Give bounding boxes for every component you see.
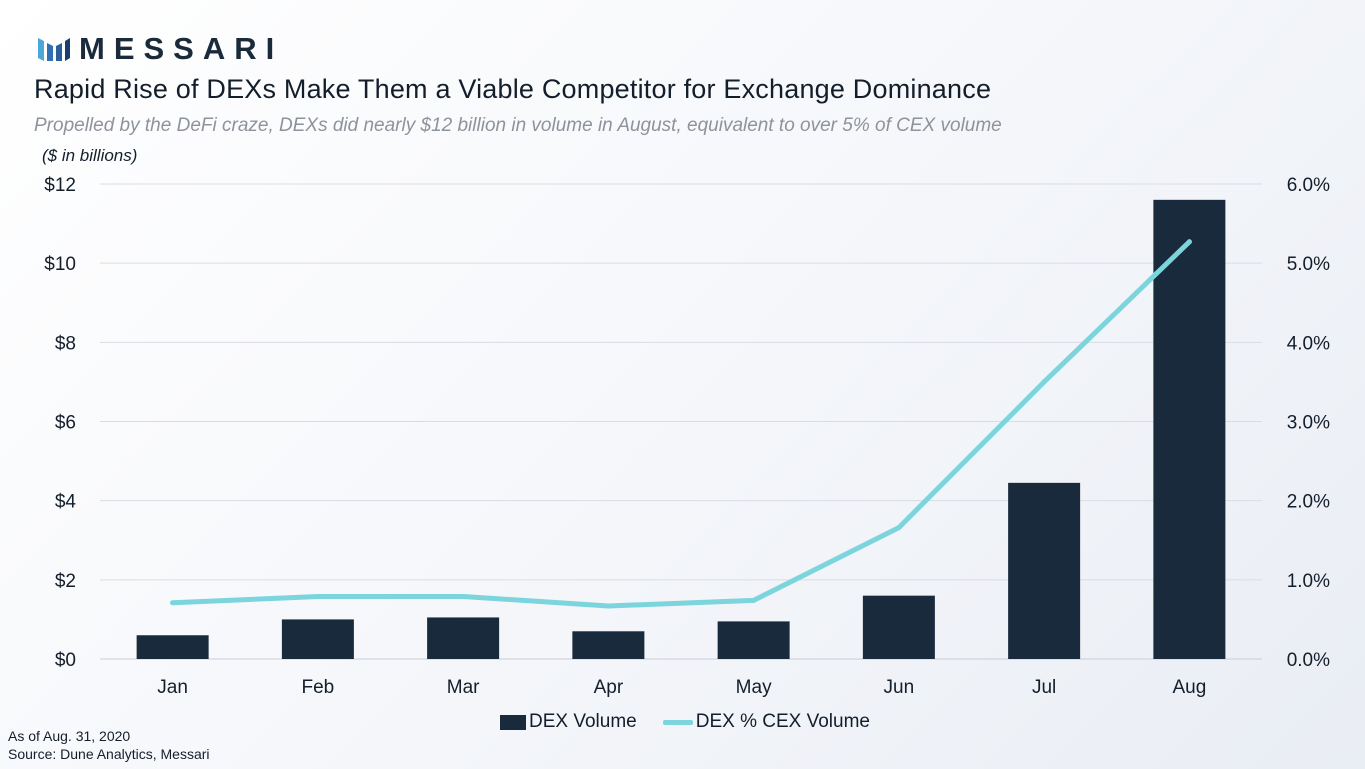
as-of-date: As of Aug. 31, 2020 [8, 728, 131, 744]
x-tick-label: May [736, 677, 772, 698]
y-right-tick-label: 4.0% [1287, 333, 1330, 354]
bar-mar [427, 617, 500, 659]
brand-logo: MESSARI [36, 31, 284, 66]
line-point-may [751, 597, 757, 603]
y-left-tick-label: $2 [55, 571, 76, 592]
x-tick-label: Jul [1032, 677, 1056, 698]
bar-jan [136, 635, 209, 659]
chart-title: Rapid Rise of DEXs Make Them a Viable Co… [34, 74, 992, 104]
line-point-jan [170, 600, 176, 606]
bar-apr [572, 631, 645, 659]
x-tick-label: Jan [157, 677, 188, 698]
line-point-aug [1186, 239, 1192, 245]
x-tick-label: Jun [884, 677, 915, 698]
messari-logo-icon [38, 38, 70, 61]
x-tick-label: Aug [1172, 677, 1206, 698]
bar-jul [1008, 482, 1081, 659]
bar-jun [862, 595, 935, 659]
footnote: As of Aug. 31, 2020 Source: Dune Analyti… [8, 727, 210, 763]
bar-may [717, 621, 790, 659]
series-line-dex-pct-cex [170, 239, 1192, 609]
y-right-tick-label: 6.0% [1287, 175, 1330, 196]
x-tick-label: Apr [594, 677, 624, 698]
chart-subtitle: Propelled by the DeFi craze, DEXs did ne… [34, 115, 1002, 136]
legend-line-label: DEX % CEX Volume [695, 711, 870, 732]
y-right-tick-label: 3.0% [1287, 413, 1330, 434]
line-point-apr [605, 603, 611, 609]
line-point-mar [460, 593, 466, 599]
y-left-tick-label: $8 [55, 333, 76, 354]
legend-bar-label: DEX Volume [529, 711, 637, 732]
chart-legend: DEX Volume DEX % CEX Volume [500, 711, 870, 733]
y-left-tick-label: $6 [55, 413, 76, 434]
line-point-jul [1041, 379, 1047, 385]
legend-bar-swatch [500, 714, 526, 730]
x-tick-label: Feb [302, 677, 335, 698]
legend-line-swatch [662, 719, 693, 725]
line-point-jun [896, 525, 902, 531]
y-left-tick-label: $10 [44, 254, 76, 275]
brand-name: MESSARI [79, 31, 284, 66]
y-right-tick-label: 1.0% [1287, 571, 1330, 592]
source-note: Source: Dune Analytics, Messari [8, 746, 210, 762]
y-right-tick-label: 2.0% [1287, 492, 1330, 513]
y-left-tick-label: $0 [55, 650, 76, 671]
units-label: ($ in billions) [42, 146, 138, 165]
y-left-tick-label: $4 [55, 492, 77, 513]
bar-aug [1153, 199, 1226, 660]
y-right-tick-label: 5.0% [1287, 254, 1330, 275]
x-tick-label: Mar [447, 677, 480, 698]
y-right-tick-label: 0.0% [1287, 650, 1330, 671]
line-point-feb [315, 593, 321, 599]
bar-feb [281, 619, 354, 659]
y-left-tick-label: $12 [44, 175, 76, 196]
